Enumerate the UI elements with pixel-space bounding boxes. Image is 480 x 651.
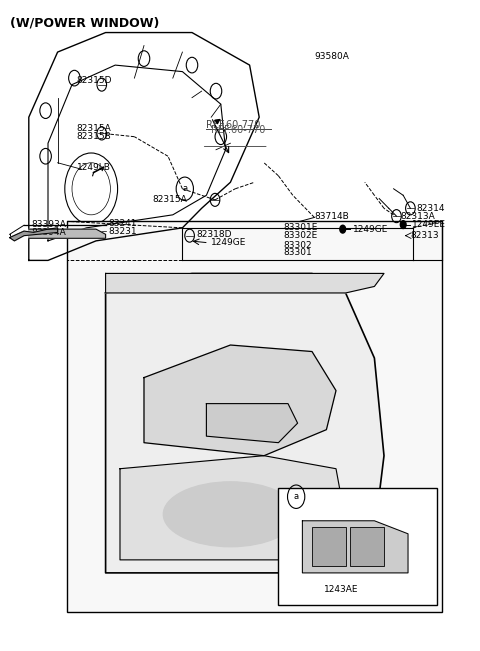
Polygon shape <box>106 273 384 293</box>
Text: 1249GE: 1249GE <box>353 225 388 234</box>
Text: 93580A: 93580A <box>314 52 349 61</box>
Text: 83302E: 83302E <box>283 231 317 240</box>
Polygon shape <box>144 345 336 456</box>
Text: 83714B: 83714B <box>314 212 349 221</box>
Text: 82314: 82314 <box>416 204 444 213</box>
Polygon shape <box>206 404 298 443</box>
Text: 1249LB: 1249LB <box>77 163 111 172</box>
Bar <box>312 527 346 566</box>
Text: a: a <box>294 492 299 501</box>
Text: 82318D: 82318D <box>197 230 232 239</box>
Text: a: a <box>182 184 187 193</box>
Text: 83394A: 83394A <box>31 228 66 237</box>
Text: 82315A: 82315A <box>153 195 187 204</box>
Bar <box>350 527 384 566</box>
Text: 82313A: 82313A <box>401 212 435 221</box>
Text: 82315D: 82315D <box>77 76 112 85</box>
Text: 83393A: 83393A <box>31 220 66 229</box>
Ellipse shape <box>163 482 298 547</box>
Text: 82315B: 82315B <box>77 132 111 141</box>
Text: 1243AE: 1243AE <box>324 585 359 594</box>
Text: 83301E: 83301E <box>283 223 318 232</box>
Text: (W/POWER WINDOW): (W/POWER WINDOW) <box>10 16 159 29</box>
Polygon shape <box>302 521 408 573</box>
Text: 1249GE: 1249GE <box>211 238 247 247</box>
Text: REF.60-770: REF.60-770 <box>211 125 265 135</box>
Polygon shape <box>10 228 58 241</box>
Text: 83231: 83231 <box>108 227 137 236</box>
Text: 1249EE: 1249EE <box>412 220 446 229</box>
Text: 83302: 83302 <box>283 241 312 250</box>
Text: 82313: 82313 <box>410 231 439 240</box>
Circle shape <box>400 221 406 229</box>
Polygon shape <box>120 456 346 560</box>
Bar <box>278 488 437 605</box>
Circle shape <box>340 225 346 233</box>
Polygon shape <box>106 273 384 573</box>
Text: 82315A: 82315A <box>77 124 111 133</box>
Polygon shape <box>29 229 106 238</box>
Text: 83301: 83301 <box>283 248 312 257</box>
Text: REF.60-770: REF.60-770 <box>206 120 261 130</box>
Bar <box>67 221 442 612</box>
Text: 83241: 83241 <box>108 219 136 228</box>
